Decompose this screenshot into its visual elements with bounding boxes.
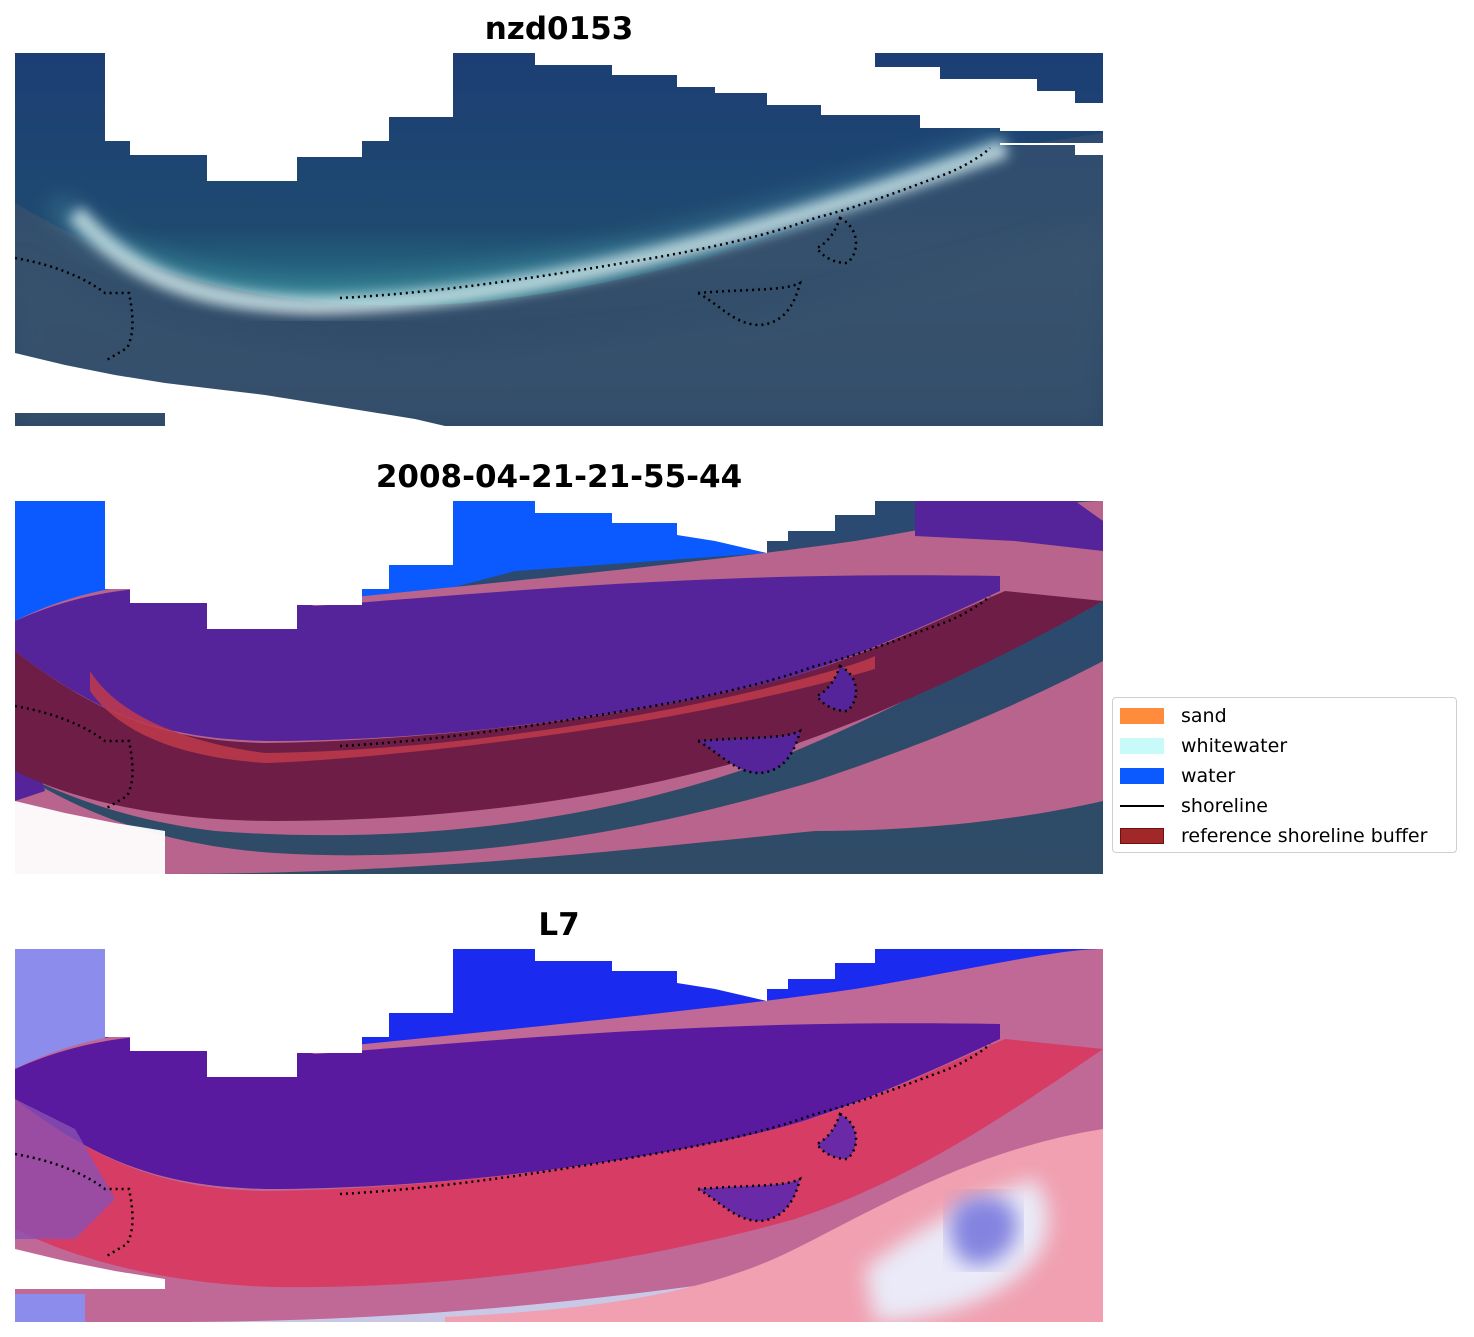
legend: sand whitewater water shoreline referenc… bbox=[1112, 697, 1457, 853]
nodata-mask-top-right bbox=[535, 949, 875, 1001]
index-water-light bbox=[15, 949, 105, 1069]
nodata-mask-bottom bbox=[15, 801, 165, 874]
panel-title-date: 2008-04-21-21-55-44 bbox=[375, 459, 743, 495]
sand-shoreline-strip bbox=[90, 656, 875, 763]
reference-shoreline bbox=[15, 1152, 134, 1259]
index-land-blue-patch bbox=[949, 1195, 1018, 1266]
reference-buffer-lower bbox=[15, 661, 1103, 874]
legend-item-water: water bbox=[1120, 763, 1235, 789]
index-land-purple-left bbox=[15, 1099, 115, 1239]
legend-item-buffer: reference shoreline buffer bbox=[1120, 823, 1427, 849]
panel-title-satellite: L7 bbox=[538, 907, 580, 943]
index-land-red bbox=[15, 1039, 1103, 1288]
legend-label-water: water bbox=[1181, 765, 1236, 787]
water-class-in-buffer-top-right bbox=[915, 501, 1103, 551]
nodata-mask-bottom bbox=[15, 353, 445, 426]
legend-swatch-whitewater bbox=[1120, 738, 1164, 754]
legend-line-shoreline bbox=[1120, 805, 1164, 807]
surf-zone bbox=[47, 130, 1009, 308]
classification-panel bbox=[15, 501, 1103, 874]
nodata-mask-top bbox=[105, 501, 453, 629]
land-texture bbox=[15, 223, 1103, 426]
nodata-mask-top-right bbox=[535, 53, 1103, 155]
legend-label-shoreline: shoreline bbox=[1181, 795, 1268, 817]
nodata-mask-top-right bbox=[535, 501, 875, 553]
rgb-image-panel bbox=[15, 53, 1103, 426]
reference-shoreline bbox=[15, 704, 134, 811]
shoreline-loop-1 bbox=[693, 728, 802, 775]
reference-shoreline bbox=[15, 256, 134, 363]
legend-label-sand: sand bbox=[1181, 705, 1227, 727]
legend-item-sand: sand bbox=[1120, 703, 1227, 729]
index-panel bbox=[15, 949, 1103, 1322]
shoreline-loop-1 bbox=[693, 280, 802, 327]
nodata-mask-bottom bbox=[15, 1249, 165, 1289]
water-pond-1 bbox=[698, 731, 800, 773]
legend-swatch-sand bbox=[1120, 708, 1164, 724]
shoreline-loop-1 bbox=[693, 1176, 802, 1223]
legend-label-whitewater: whitewater bbox=[1181, 735, 1288, 757]
legend-label-buffer: reference shoreline buffer bbox=[1181, 825, 1428, 847]
nodata-mask-top bbox=[105, 53, 453, 181]
water-pond-1 bbox=[698, 1179, 800, 1221]
index-bottom-strip bbox=[15, 1294, 85, 1322]
nodata-mask-strip bbox=[15, 398, 85, 408]
panel-title-rgb: nzd0153 bbox=[484, 11, 634, 47]
nodata-mask-top bbox=[105, 949, 453, 1077]
legend-item-whitewater: whitewater bbox=[1120, 733, 1287, 759]
legend-item-shoreline: shoreline bbox=[1120, 793, 1268, 819]
legend-swatch-buffer bbox=[1120, 828, 1164, 844]
reference-buffer-dark bbox=[15, 591, 1103, 821]
legend-swatch-water bbox=[1120, 768, 1164, 784]
water-pond-2 bbox=[817, 1114, 857, 1159]
water-pond-2 bbox=[817, 666, 857, 711]
